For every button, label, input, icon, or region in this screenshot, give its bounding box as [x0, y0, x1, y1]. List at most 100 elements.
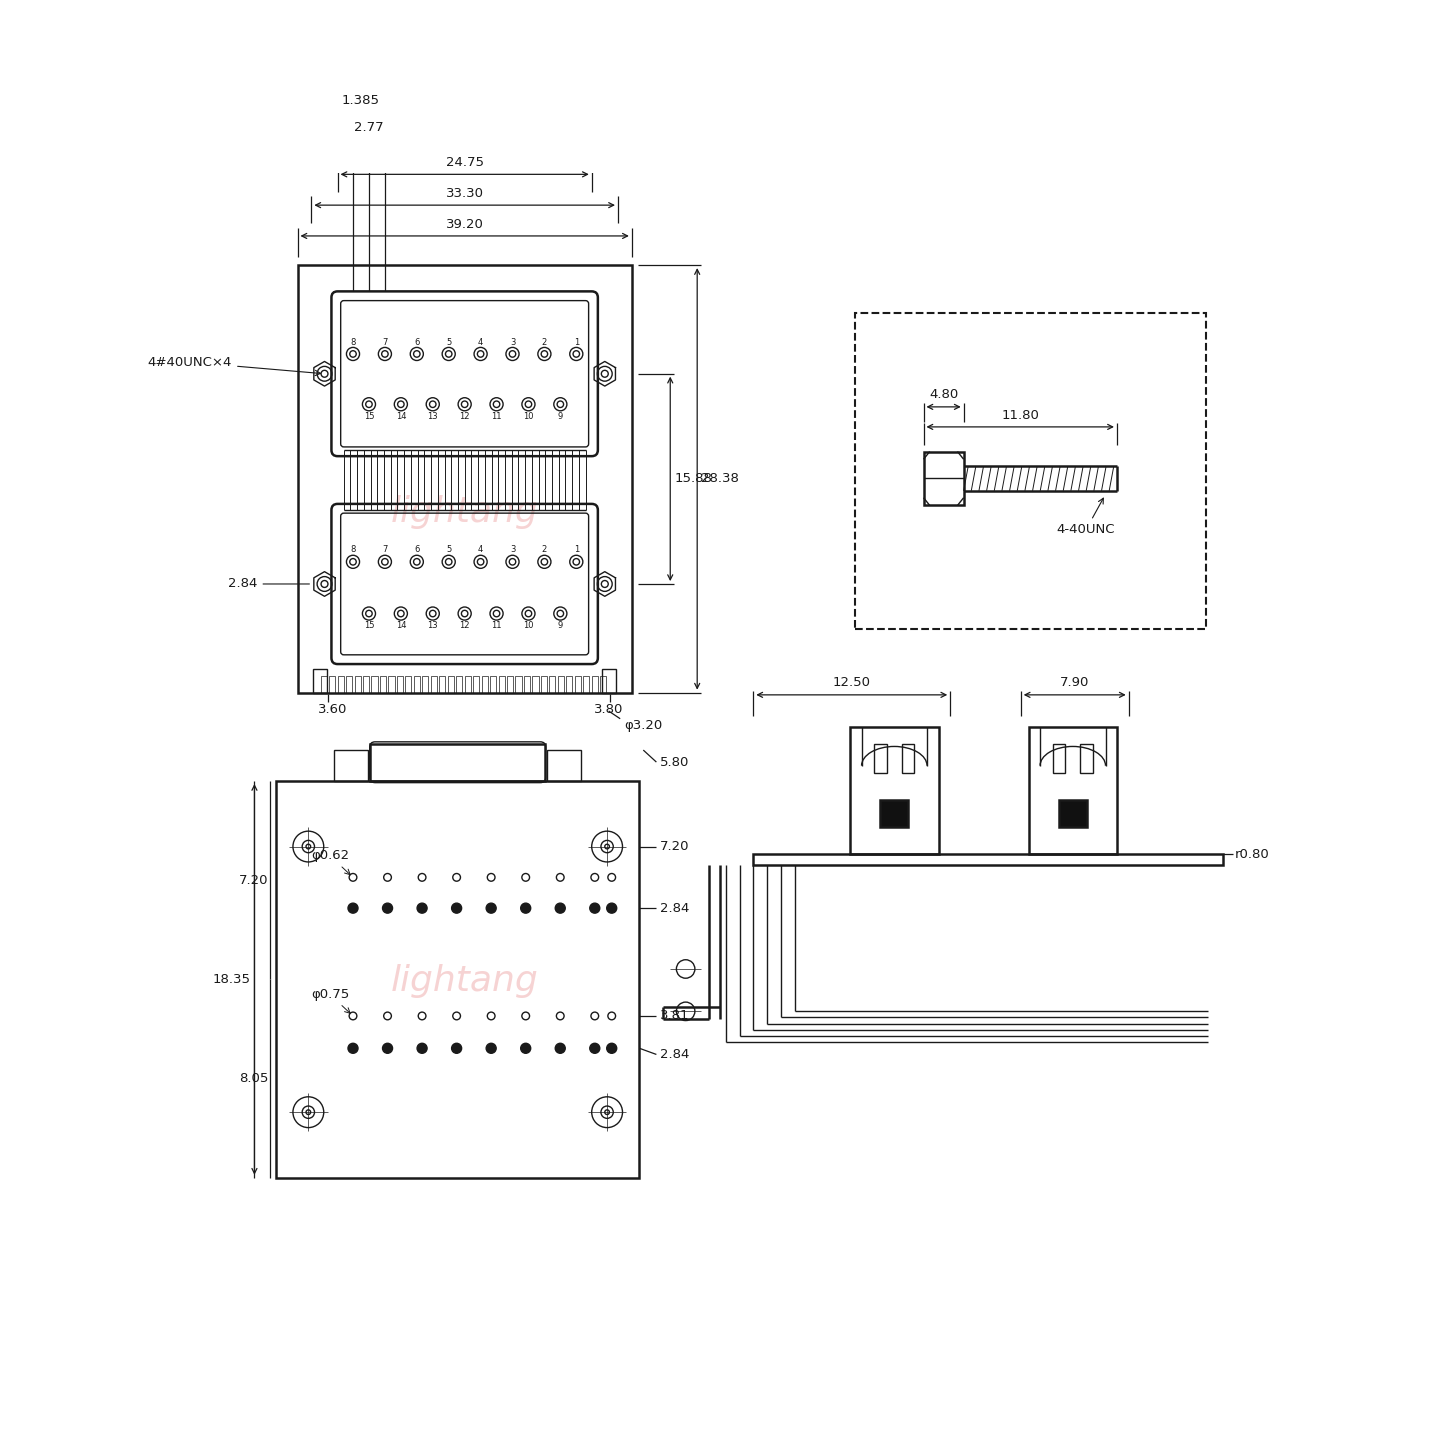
Text: 14: 14: [396, 412, 406, 420]
Bar: [337, 675, 344, 693]
Text: 1.385: 1.385: [341, 95, 380, 108]
Bar: [330, 675, 336, 693]
Bar: [363, 675, 369, 693]
Circle shape: [521, 1044, 531, 1053]
Bar: [533, 675, 539, 693]
Bar: [901, 744, 914, 773]
Bar: [566, 675, 572, 693]
Text: r0.80: r0.80: [1234, 848, 1270, 861]
Text: 5: 5: [446, 546, 451, 554]
Text: 7.20: 7.20: [239, 874, 268, 887]
Bar: [753, 854, 1223, 865]
Bar: [541, 675, 547, 693]
Text: 11.80: 11.80: [1001, 409, 1040, 422]
Bar: [370, 743, 544, 780]
Bar: [298, 265, 632, 693]
Text: lightang: lightang: [390, 494, 539, 528]
Text: 5: 5: [446, 337, 451, 347]
Circle shape: [418, 1044, 428, 1053]
Bar: [397, 675, 403, 693]
Text: 2.84: 2.84: [660, 1048, 690, 1061]
Text: 3.60: 3.60: [318, 703, 347, 716]
Text: 1: 1: [573, 546, 579, 554]
Bar: [372, 675, 377, 693]
Text: 13: 13: [428, 621, 438, 629]
Circle shape: [556, 903, 566, 913]
Circle shape: [452, 903, 462, 913]
Text: 1: 1: [573, 337, 579, 347]
Circle shape: [487, 903, 497, 913]
Bar: [923, 452, 963, 505]
Text: 4-40UNC: 4-40UNC: [1057, 498, 1116, 536]
Bar: [557, 675, 564, 693]
Text: 4.80: 4.80: [929, 389, 958, 402]
Circle shape: [348, 1044, 359, 1053]
Bar: [406, 675, 412, 693]
Bar: [448, 675, 454, 693]
Bar: [547, 750, 582, 780]
Circle shape: [521, 903, 531, 913]
Text: 33.30: 33.30: [445, 187, 484, 200]
Text: 11: 11: [491, 412, 501, 420]
Bar: [276, 780, 639, 1178]
Bar: [431, 675, 436, 693]
Bar: [465, 675, 471, 693]
Bar: [389, 675, 395, 693]
Text: 24.75: 24.75: [445, 156, 484, 168]
Text: 6: 6: [415, 337, 419, 347]
Circle shape: [418, 903, 428, 913]
Text: φ0.62: φ0.62: [311, 850, 350, 874]
Text: 8: 8: [350, 337, 356, 347]
Circle shape: [590, 903, 600, 913]
Bar: [1028, 727, 1117, 854]
Text: 8.05: 8.05: [239, 1071, 268, 1084]
Circle shape: [487, 1044, 497, 1053]
Bar: [1080, 744, 1093, 773]
Text: 15.88: 15.88: [674, 472, 711, 485]
Bar: [380, 675, 386, 693]
Text: 18.35: 18.35: [213, 973, 251, 986]
Circle shape: [348, 903, 359, 913]
Bar: [413, 675, 420, 693]
Text: 7: 7: [382, 546, 387, 554]
Bar: [334, 750, 369, 780]
Bar: [1053, 744, 1066, 773]
Bar: [524, 675, 530, 693]
Bar: [312, 670, 327, 693]
Bar: [516, 675, 521, 693]
Text: 9: 9: [557, 412, 563, 420]
Text: 3.81: 3.81: [660, 1009, 690, 1022]
Circle shape: [590, 1044, 600, 1053]
Text: 2.84: 2.84: [660, 901, 690, 914]
Bar: [880, 799, 909, 828]
Text: 13: 13: [428, 412, 438, 420]
Text: φ0.75: φ0.75: [311, 988, 350, 1014]
Bar: [346, 675, 353, 693]
Bar: [321, 675, 327, 693]
Circle shape: [606, 903, 616, 913]
Bar: [354, 675, 360, 693]
Circle shape: [383, 1044, 393, 1053]
Bar: [439, 675, 445, 693]
Text: 10: 10: [523, 412, 534, 420]
Text: 5.80: 5.80: [660, 756, 690, 769]
Text: 7.90: 7.90: [1060, 677, 1090, 690]
Bar: [456, 675, 462, 693]
Circle shape: [383, 903, 393, 913]
Bar: [592, 675, 598, 693]
Text: 4#40UNC×4: 4#40UNC×4: [148, 356, 321, 376]
Bar: [490, 675, 497, 693]
Text: 6: 6: [415, 546, 419, 554]
Text: 7: 7: [382, 337, 387, 347]
Bar: [498, 675, 504, 693]
Text: lightang: lightang: [390, 965, 539, 998]
Text: 9: 9: [557, 621, 563, 629]
Bar: [474, 675, 480, 693]
Bar: [507, 675, 513, 693]
Bar: [422, 675, 428, 693]
Text: 2: 2: [541, 546, 547, 554]
Text: 15: 15: [364, 621, 374, 629]
Text: 2.84: 2.84: [228, 577, 310, 590]
Text: 14: 14: [396, 621, 406, 629]
Circle shape: [556, 1044, 566, 1053]
